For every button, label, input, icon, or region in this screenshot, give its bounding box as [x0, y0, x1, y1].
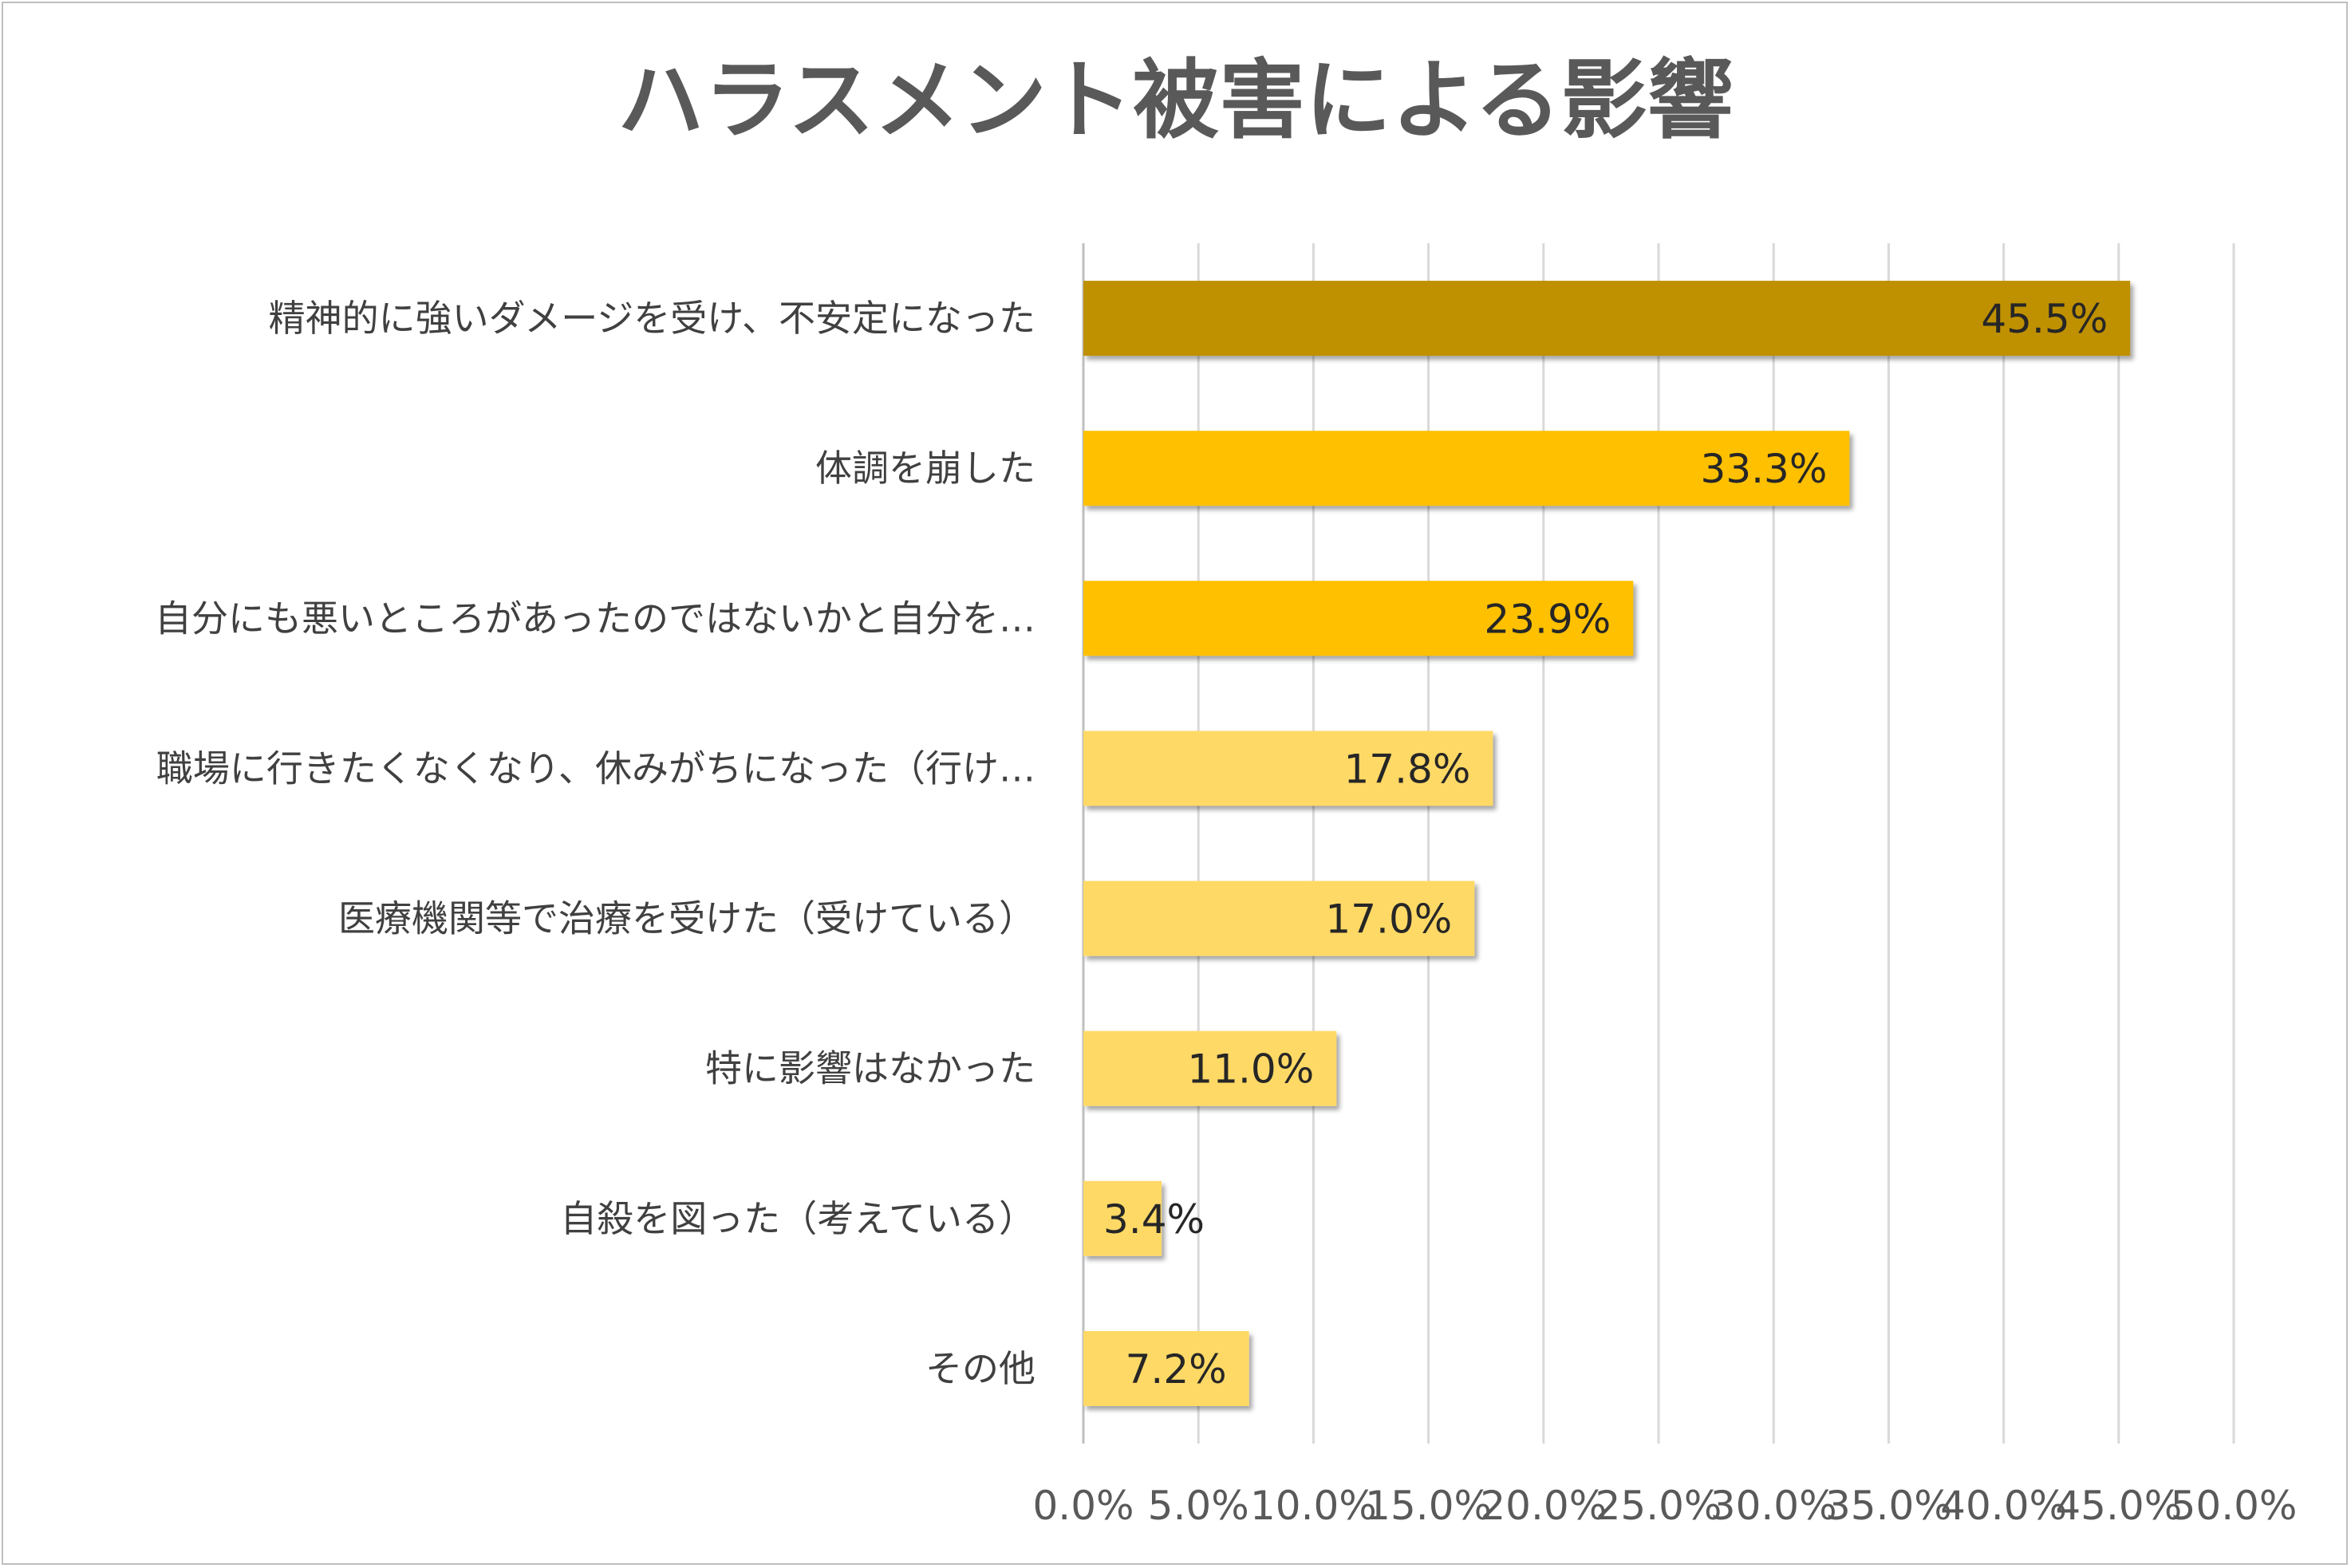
- bar: [1083, 1330, 1249, 1406]
- x-tick-label: 5.0%: [1148, 1483, 1249, 1529]
- category-label: 自殺を図った（考えている）: [560, 1197, 1035, 1240]
- category-label: 体調を崩した: [815, 447, 1035, 490]
- labels: 0.0% 5.0% 10.0%15.0%20.0%25.0%30.0%35.0%40…: [155, 296, 2297, 1529]
- x-tick-label: 40.0%: [1940, 1483, 2067, 1529]
- x-tick-label: 20.0%: [1480, 1483, 1607, 1529]
- category-label: 特に影響はなかった: [705, 1047, 1035, 1090]
- x-tick-label: 10.0%: [1250, 1483, 1377, 1529]
- category-label: その他: [925, 1347, 1035, 1390]
- bars: [1083, 281, 2131, 1406]
- bar: [1083, 1180, 1162, 1256]
- category-label: 精神的に強いダメージを受け、不安定になった: [269, 297, 1035, 340]
- bar: [1083, 581, 1634, 656]
- x-tick-label: 0.0%: [1032, 1483, 1134, 1529]
- x-tick-label: 45.0%: [2055, 1483, 2182, 1529]
- bar: [1083, 1030, 1337, 1106]
- x-tick-label: 25.0%: [1596, 1483, 1722, 1529]
- data-label: 23.9%: [1484, 596, 1611, 642]
- category-label: 医療機関等で治療を受けた（受けている）: [338, 897, 1035, 940]
- data-label: 17.8%: [1344, 746, 1471, 792]
- data-label: 7.2%: [1126, 1346, 1227, 1393]
- data-label: 33.3%: [1701, 446, 1828, 492]
- data-label: 11.0%: [1187, 1046, 1314, 1093]
- bar: [1083, 881, 1475, 956]
- category-label: 自分にも悪いところがあったのではないかと自分を…: [155, 597, 1035, 640]
- x-tick-label: 50.0%: [2171, 1483, 2298, 1529]
- x-tick-label: 15.0%: [1365, 1483, 1492, 1529]
- chart-title: ハラスメント被害による影響: [617, 51, 1734, 151]
- x-tick-label: 30.0%: [1710, 1483, 1837, 1529]
- gridlines: [1082, 243, 2235, 1444]
- data-label: 3.4%: [1103, 1196, 1205, 1243]
- bar: [1083, 431, 1850, 506]
- x-tick-label: 35.0%: [1825, 1483, 1952, 1529]
- bar: [1083, 281, 2131, 357]
- category-label: 職場に行きたくなくなり、休みがちになった（行け…: [156, 747, 1035, 790]
- bar: [1083, 731, 1493, 806]
- data-label: 45.5%: [1981, 296, 2108, 342]
- data-label: 17.0%: [1325, 896, 1452, 943]
